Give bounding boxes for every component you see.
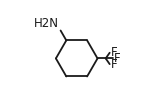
Text: F: F — [111, 46, 117, 59]
Text: H2N: H2N — [34, 17, 59, 30]
Text: F: F — [114, 52, 120, 65]
Text: F: F — [111, 58, 117, 71]
